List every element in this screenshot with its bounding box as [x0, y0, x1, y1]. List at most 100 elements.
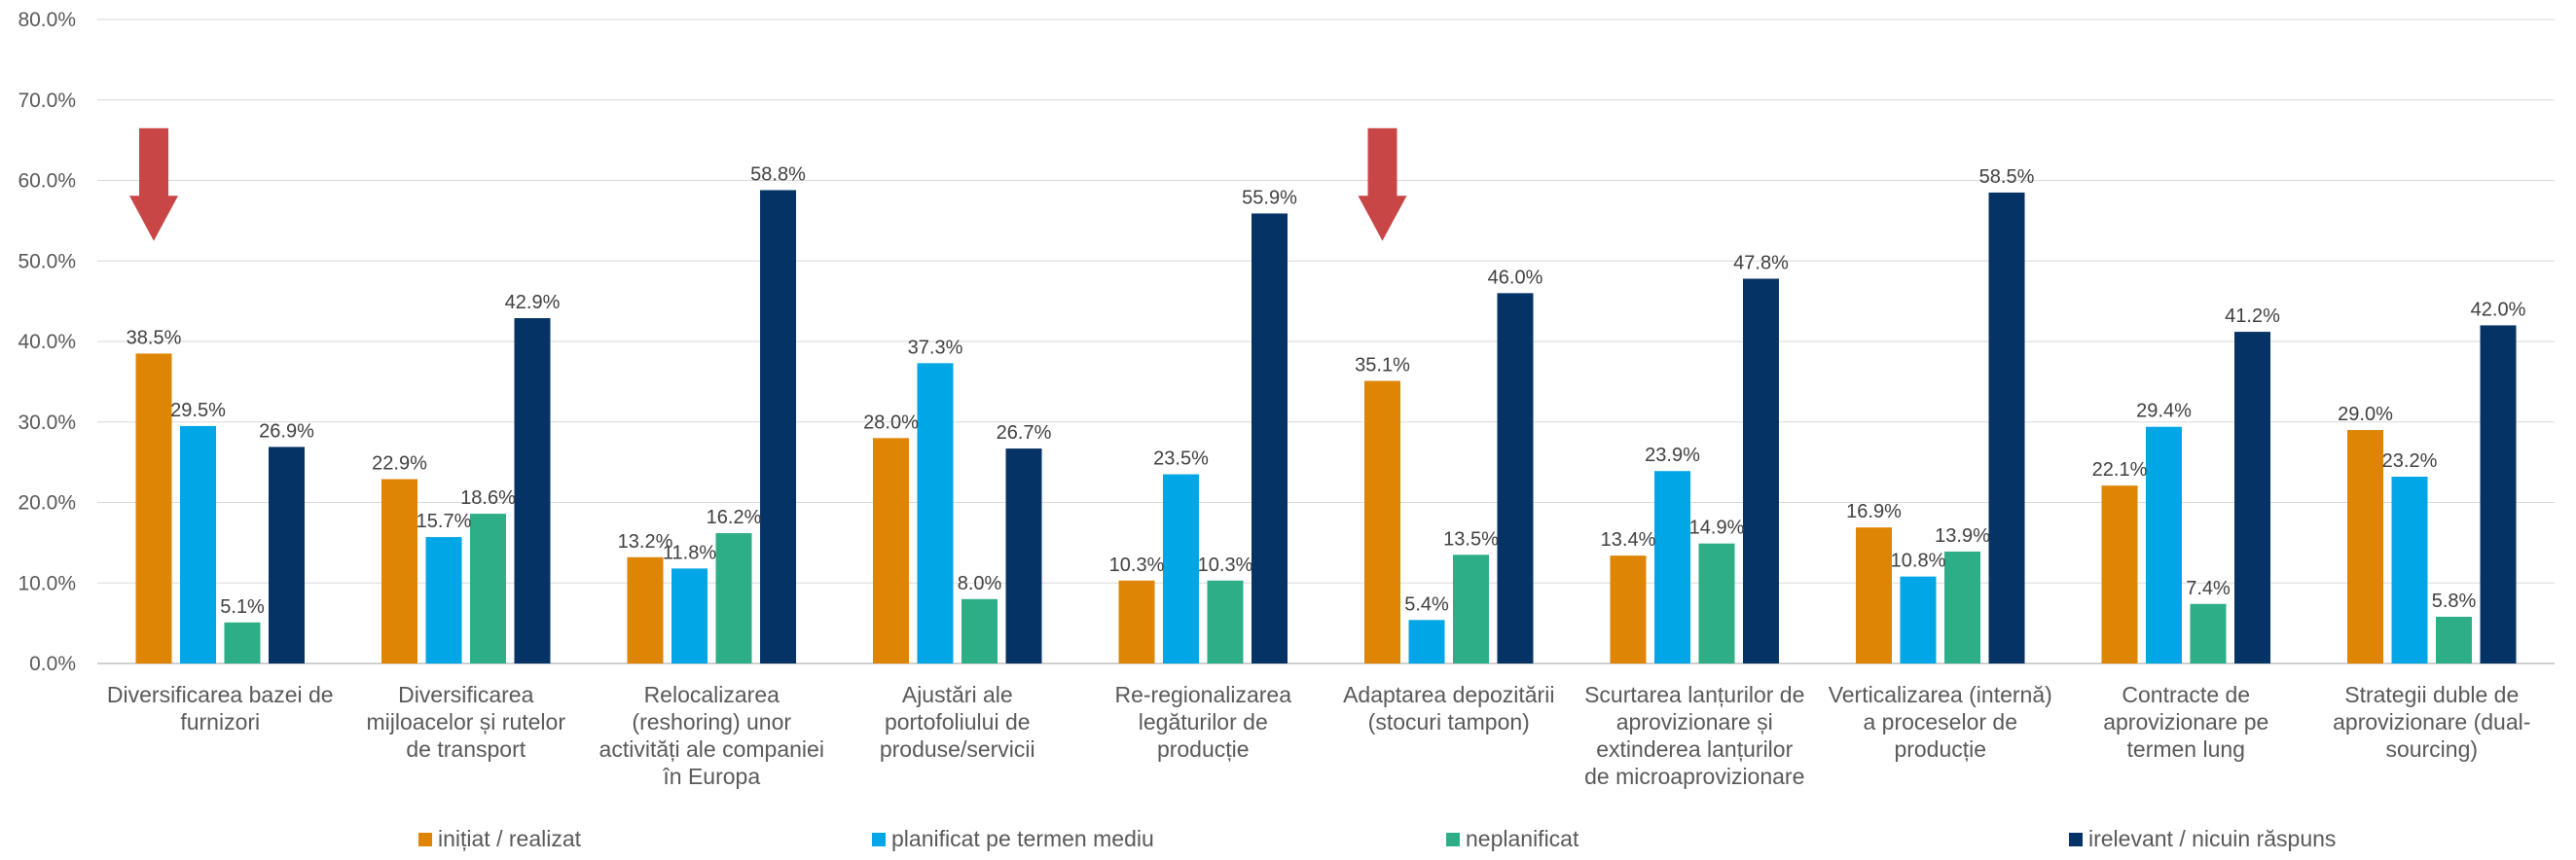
bar [1163, 474, 1199, 663]
bar [1118, 580, 1155, 663]
bar [1743, 278, 1779, 663]
bar [1408, 620, 1445, 663]
down-arrow-icon [129, 127, 178, 241]
bar [269, 447, 305, 663]
data-label: 5.4% [1404, 593, 1449, 615]
data-label: 5.8% [2432, 591, 2477, 612]
data-label: 13.5% [1443, 528, 1499, 550]
y-tick-label: 70.0% [18, 90, 76, 112]
data-label: 22.1% [2092, 459, 2148, 481]
y-tick-label: 0.0% [29, 653, 76, 675]
legend-label: inițiat / realizat [438, 826, 582, 851]
data-label: 13.2% [618, 531, 673, 553]
data-label: 15.7% [417, 511, 472, 532]
legend-swatch [2069, 833, 2083, 846]
legend-label: irelevant / nicuin răspuns [2088, 826, 2336, 851]
y-tick-label: 20.0% [18, 492, 76, 515]
data-labels: 38.5% 29.5% 5.1% 26.9% 22.9% 15.7%18.6% 42.9% 1… [127, 163, 2526, 617]
x-axis-categories: Diversificarea bazei de furnizori Diversif… [107, 682, 2530, 789]
gridlines [97, 18, 2555, 664]
category-label: Contracte de aprovizionare pe termen lung [2103, 682, 2268, 762]
legend-label: planificat pe termen mediu [891, 826, 1154, 851]
data-label: 46.0% [1488, 267, 1543, 288]
data-label: 14.9% [1689, 518, 1745, 539]
data-label: 42.0% [2471, 299, 2526, 320]
data-label: 29.5% [170, 400, 226, 421]
bar [2146, 426, 2182, 663]
data-label: 58.5% [1979, 166, 2035, 188]
data-label: 11.8% [663, 542, 716, 563]
data-label: 22.9% [372, 453, 427, 475]
bar [135, 353, 172, 663]
category-label: Ajustări ale portofoliului de produse/serv… [880, 682, 1035, 762]
y-axis-ticks: 0.0% 10.0% 20.0% 30.0% 40.0% 50.0% 60.0% 70.0% 8… [18, 9, 76, 675]
category-label: Adaptarea depozitării (stocuri tampon) [1343, 682, 1554, 735]
data-label: 58.8% [750, 163, 806, 185]
data-label: 26.9% [259, 420, 314, 442]
bar [2391, 477, 2428, 663]
category-label: Scurtarea lanțurilor de aprovizionare și e… [1584, 682, 1804, 789]
bar [917, 363, 954, 663]
bar [2190, 603, 2227, 663]
bar [760, 190, 796, 663]
bar [1207, 580, 1244, 663]
y-tick-label: 30.0% [18, 412, 76, 434]
data-label: 10.8% [1891, 551, 1946, 572]
data-label: 16.9% [1846, 501, 1902, 522]
data-label: 41.2% [2225, 305, 2280, 327]
bar [180, 425, 216, 663]
bar [873, 438, 909, 663]
bar [2480, 325, 2517, 663]
bar [961, 598, 998, 663]
bar [715, 532, 752, 663]
bar [627, 556, 664, 663]
bar [671, 568, 707, 663]
data-label: 13.9% [1935, 525, 1990, 547]
data-label: 7.4% [2186, 578, 2231, 599]
y-tick-label: 80.0% [18, 9, 76, 31]
bar [1988, 192, 2025, 663]
category-label: Verticalizarea (internă) a proceselor de p… [1829, 682, 2052, 762]
bar [381, 479, 417, 663]
category-label: Diversificarea mijloacelor și rutelor de t… [366, 682, 565, 762]
legend: inițiat / realizat planificat pe termen m… [418, 826, 2336, 851]
data-label: 29.4% [2136, 401, 2192, 422]
bar [1654, 471, 1690, 663]
bar [1856, 527, 1892, 663]
data-label: 8.0% [958, 573, 1002, 594]
y-tick-label: 40.0% [18, 331, 76, 353]
bar [1900, 576, 1937, 663]
data-label: 42.9% [505, 292, 561, 313]
data-label: 29.0% [2338, 404, 2393, 425]
data-label: 18.6% [460, 487, 516, 509]
data-label: 47.8% [1733, 252, 1789, 273]
bar [1610, 555, 1647, 663]
bar [1005, 448, 1042, 663]
bar [425, 537, 462, 663]
y-tick-label: 60.0% [18, 170, 76, 193]
bar [2347, 430, 2383, 663]
y-tick-label: 10.0% [18, 572, 76, 594]
data-label: 35.1% [1355, 355, 1410, 376]
bar [224, 622, 261, 663]
data-label: 28.0% [863, 412, 919, 433]
data-label: 38.5% [127, 327, 182, 348]
bar [514, 318, 551, 663]
legend-label: neplanificat [1466, 826, 1579, 851]
bar [1698, 543, 1735, 663]
data-label: 55.9% [1242, 187, 1297, 208]
data-label: 23.2% [2382, 450, 2438, 472]
bar [2101, 485, 2138, 663]
y-tick-label: 50.0% [18, 250, 76, 272]
data-label: 26.7% [997, 422, 1052, 444]
bar [1252, 213, 1288, 664]
bar [1364, 380, 1400, 663]
data-label: 10.3% [1198, 555, 1253, 576]
bar [1453, 555, 1489, 663]
data-label: 23.5% [1153, 448, 1209, 470]
bar [2436, 617, 2472, 663]
legend-swatch [418, 833, 432, 846]
bar [2234, 332, 2270, 663]
